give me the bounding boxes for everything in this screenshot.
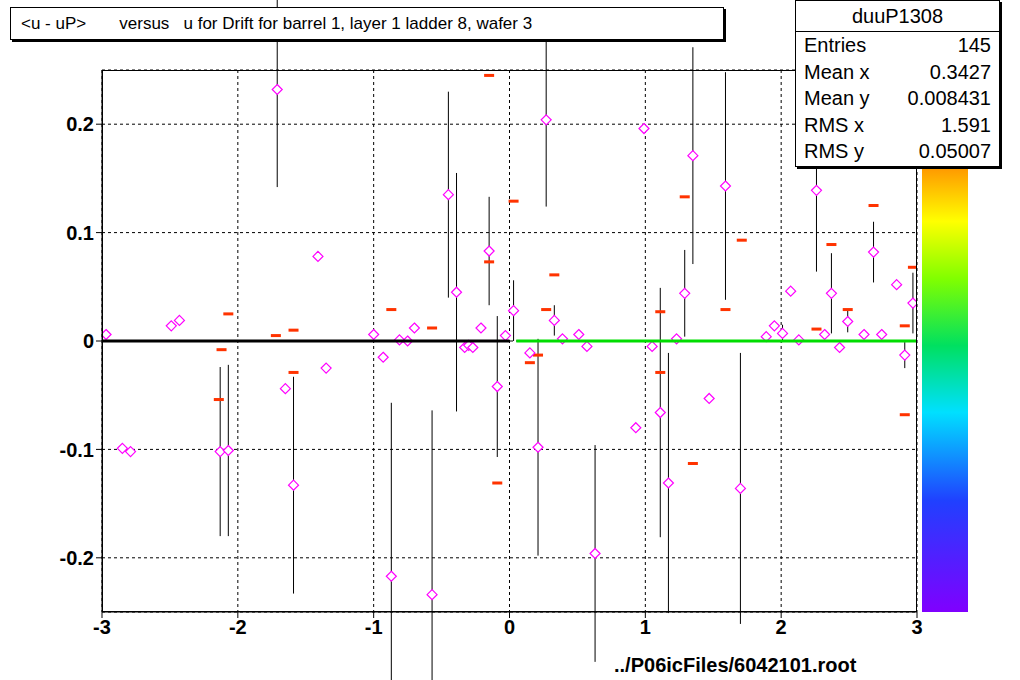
html-text:<u - uP> versus u for Drift fo: <u - uP> versus u for Drift for barrel 1…: [21, 14, 533, 33]
html-text:../P06icFiles/6042101.root: ../P06icFiles/6042101.root: [614, 654, 857, 676]
svg-text:1: 1: [640, 616, 651, 638]
html-text:Entries: Entries: [804, 34, 867, 56]
svg-text:-2: -2: [229, 616, 247, 638]
html-text:Mean y: Mean y: [804, 87, 870, 109]
svg-text:-3: -3: [93, 616, 111, 638]
svg-text:-1: -1: [365, 616, 383, 638]
svg-text:0.1: 0.1: [66, 222, 94, 244]
svg-text:0: 0: [83, 330, 94, 352]
html-text:duuP1308: duuP1308: [851, 5, 944, 27]
svg-text:0: 0: [504, 616, 515, 638]
html-text:0.05007: 0.05007: [918, 140, 991, 162]
html-text:RMS x: RMS x: [804, 113, 864, 136]
html-text:1.591: 1.591: [940, 113, 991, 136]
svg-text:2: 2: [776, 616, 787, 638]
svg-text:-0.2: -0.2: [60, 547, 94, 569]
html-text:RMS y: RMS y: [804, 140, 864, 162]
html-text:0.3427: 0.3427: [929, 60, 991, 83]
html-text:Mean x: Mean x: [804, 60, 870, 83]
html-text:145: 145: [957, 34, 991, 56]
svg-text:0.2: 0.2: [66, 113, 94, 135]
html-text:0.008431: 0.008431: [907, 87, 991, 109]
svg-text:3: 3: [911, 616, 922, 638]
svg-text:-0.1: -0.1: [60, 439, 94, 461]
